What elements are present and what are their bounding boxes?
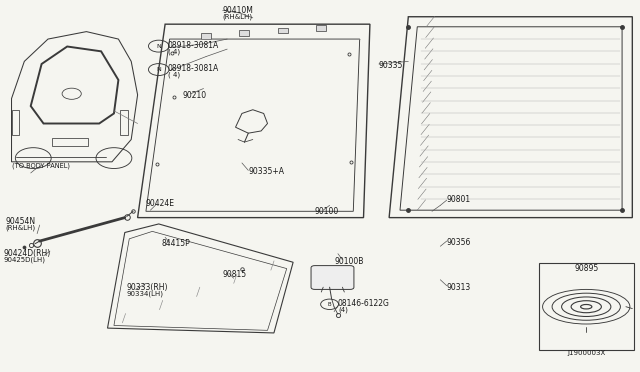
Text: 08146-6122G: 08146-6122G xyxy=(338,299,390,308)
Text: 90333(RH): 90333(RH) xyxy=(127,283,168,292)
FancyBboxPatch shape xyxy=(200,33,211,39)
Text: 90424E: 90424E xyxy=(146,199,175,208)
Text: 84415P: 84415P xyxy=(161,239,190,248)
Text: 90424D(RH): 90424D(RH) xyxy=(3,249,51,258)
Text: 90801: 90801 xyxy=(447,195,471,203)
Text: 90895: 90895 xyxy=(574,264,598,273)
Text: (TO BODY PANEL): (TO BODY PANEL) xyxy=(12,162,70,169)
FancyBboxPatch shape xyxy=(239,31,250,36)
Text: 90100: 90100 xyxy=(315,207,339,216)
Text: 08918-3081A: 08918-3081A xyxy=(168,41,219,50)
Text: 90425D(LH): 90425D(LH) xyxy=(3,257,45,263)
FancyBboxPatch shape xyxy=(278,28,288,33)
Text: 90356: 90356 xyxy=(447,238,471,247)
Text: ( 4): ( 4) xyxy=(168,72,180,78)
Text: ( 4): ( 4) xyxy=(168,48,180,55)
Text: 90334(LH): 90334(LH) xyxy=(127,290,164,297)
Text: (RH&LH): (RH&LH) xyxy=(5,224,35,231)
Text: N: N xyxy=(156,44,161,49)
Text: N: N xyxy=(156,67,161,72)
Text: 90210: 90210 xyxy=(182,92,207,100)
Text: 90410M: 90410M xyxy=(223,6,253,15)
Text: (4): (4) xyxy=(338,306,348,313)
Text: 90313: 90313 xyxy=(447,283,471,292)
Text: 90335+A: 90335+A xyxy=(248,167,284,176)
FancyBboxPatch shape xyxy=(311,266,354,289)
Text: 08918-3081A: 08918-3081A xyxy=(168,64,219,73)
Text: 90100B: 90100B xyxy=(334,257,364,266)
Text: J1900003X: J1900003X xyxy=(567,350,605,356)
Text: 90454N: 90454N xyxy=(5,217,35,226)
Text: B: B xyxy=(328,302,332,307)
Text: 90815: 90815 xyxy=(223,270,247,279)
FancyBboxPatch shape xyxy=(316,25,326,31)
Text: (RH&LH): (RH&LH) xyxy=(223,14,253,20)
Text: 90335: 90335 xyxy=(379,61,403,70)
